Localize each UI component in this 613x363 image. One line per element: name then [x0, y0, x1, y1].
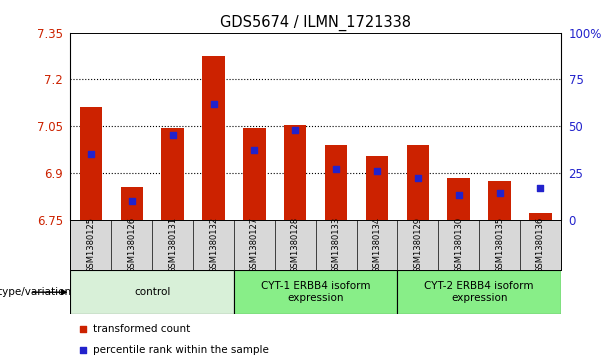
Point: [536, 185, 546, 191]
Point: [454, 192, 463, 198]
Text: GSM1380125: GSM1380125: [86, 217, 96, 273]
Text: GSM1380127: GSM1380127: [250, 217, 259, 273]
Bar: [234, 270, 397, 314]
Bar: [447, 178, 470, 220]
Text: genotype/variation: genotype/variation: [0, 287, 71, 297]
Bar: [80, 107, 102, 220]
Text: GSM1380135: GSM1380135: [495, 217, 504, 273]
Point: [413, 176, 423, 182]
Bar: [366, 156, 388, 220]
Text: GSM1380126: GSM1380126: [128, 217, 136, 273]
Text: CYT-1 ERBB4 isoform
expression: CYT-1 ERBB4 isoform expression: [261, 281, 370, 303]
Bar: [70, 270, 234, 314]
Title: GDS5674 / ILMN_1721338: GDS5674 / ILMN_1721338: [220, 15, 411, 31]
Text: GSM1380132: GSM1380132: [209, 217, 218, 273]
Point: [495, 191, 504, 196]
Point: [331, 166, 341, 172]
Point: [86, 151, 96, 157]
Point: [127, 198, 137, 204]
Point: [291, 127, 300, 133]
Point: [372, 168, 382, 174]
Text: GSM1380129: GSM1380129: [413, 217, 422, 273]
Point: [208, 101, 218, 107]
Bar: [121, 187, 143, 220]
Text: GSM1380136: GSM1380136: [536, 217, 545, 273]
Text: GSM1380133: GSM1380133: [332, 217, 341, 273]
Bar: [529, 213, 552, 220]
Bar: [397, 270, 561, 314]
Text: percentile rank within the sample: percentile rank within the sample: [93, 345, 268, 355]
Text: GSM1380130: GSM1380130: [454, 217, 463, 273]
Bar: [489, 181, 511, 220]
Text: GSM1380134: GSM1380134: [373, 217, 381, 273]
Text: transformed count: transformed count: [93, 324, 190, 334]
Text: CYT-2 ERBB4 isoform
expression: CYT-2 ERBB4 isoform expression: [424, 281, 534, 303]
Point: [422, 28, 432, 33]
Bar: [406, 145, 429, 220]
Bar: [161, 128, 184, 220]
Bar: [202, 56, 225, 220]
Point: [249, 147, 259, 153]
Point: [168, 132, 178, 138]
Bar: [243, 128, 265, 220]
Bar: [284, 125, 306, 220]
Text: GSM1380128: GSM1380128: [291, 217, 300, 273]
Bar: [325, 145, 348, 220]
Text: GSM1380131: GSM1380131: [168, 217, 177, 273]
Point: [422, 216, 432, 222]
Text: control: control: [134, 287, 170, 297]
